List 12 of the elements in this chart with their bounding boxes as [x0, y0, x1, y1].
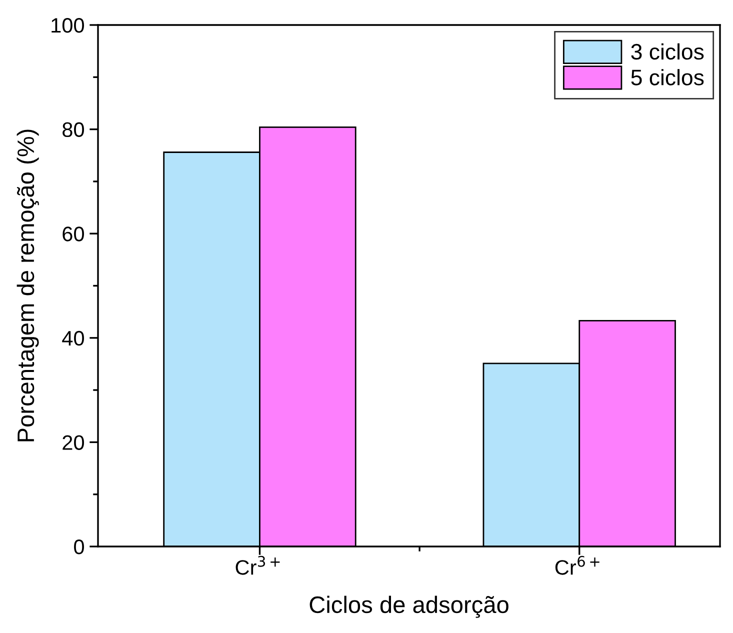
y-tick-label: 40: [62, 330, 84, 346]
legend-label: 5 ciclos: [631, 69, 704, 86]
y-tick-label: 100: [52, 18, 84, 33]
y-tick-label: 60: [62, 226, 84, 242]
y-axis-title: Porcentagem de remoção (%): [16, 130, 39, 442]
legend-label: 3 ciclos: [631, 43, 704, 60]
x-axis-title: Ciclos de adsorção: [310, 596, 508, 618]
y-tick-label: 80: [62, 122, 84, 138]
x-tick-label: Cr$^{6+}$: [555, 556, 600, 575]
y-tick-label: 0: [74, 540, 84, 554]
x-tick-label: Cr$^{3+}$: [236, 556, 280, 575]
y-tick-label: 20: [62, 435, 84, 450]
